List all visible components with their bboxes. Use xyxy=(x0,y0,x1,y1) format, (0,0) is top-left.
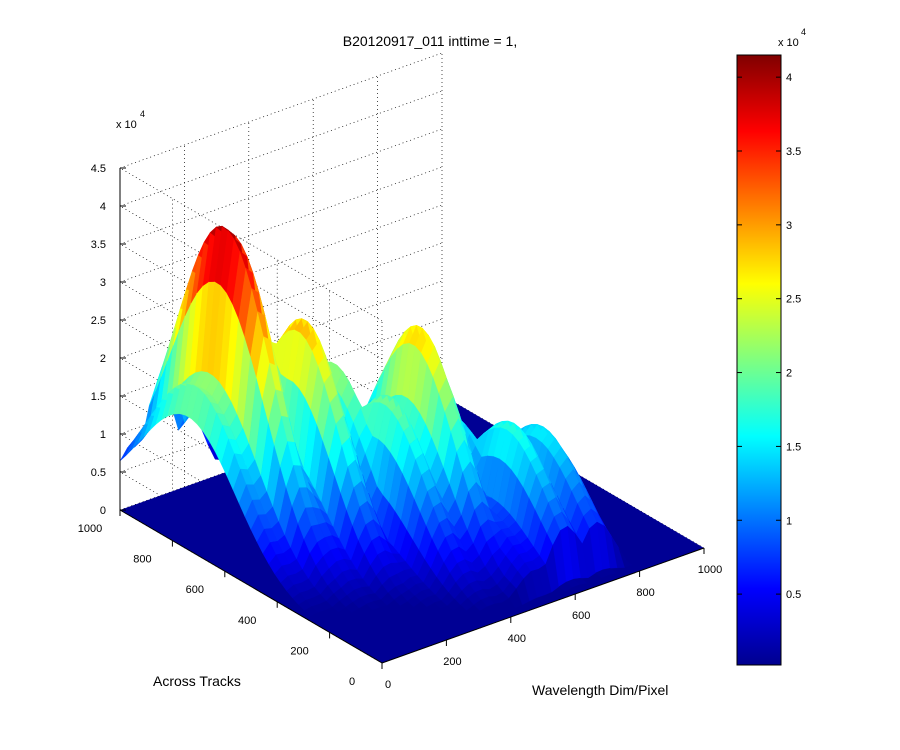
z-tick-label: 1.5 xyxy=(91,391,106,403)
gridline-z xyxy=(119,166,443,283)
x-tick-label: 800 xyxy=(636,587,654,599)
z-tick-label: 2.5 xyxy=(91,315,106,327)
x-tick-label: 400 xyxy=(508,633,526,645)
x-tick-label: 1000 xyxy=(698,564,722,576)
colorbar: 0.5 1 1.5 2 2.5 3 3.5 4 x 10 4 xyxy=(736,27,806,666)
y-tick-label: 800 xyxy=(133,554,151,566)
surface-row xyxy=(508,521,633,609)
x-tick-label: 0 xyxy=(385,679,391,691)
gridline-z xyxy=(119,90,443,207)
z-tick-label: 0.5 xyxy=(91,467,106,479)
colorbar-tick-label: 3 xyxy=(786,220,792,232)
gridline-z xyxy=(119,319,383,474)
gridline-z xyxy=(119,395,383,550)
y-tick-label: 1000 xyxy=(78,523,102,535)
x-tick-label: 600 xyxy=(572,610,590,622)
z-tick-label: 3.5 xyxy=(91,239,106,251)
gridline-z xyxy=(119,243,383,398)
colorbar-tick-label: 1.5 xyxy=(786,441,801,453)
colorbar-tick-label: 0.5 xyxy=(786,589,801,601)
y-axis-label: Across Tracks xyxy=(153,673,241,689)
z-tick-label: 4.5 xyxy=(91,163,106,175)
y-tick-label: 0 xyxy=(349,676,355,688)
colorbar-tick-label: 2.5 xyxy=(786,294,801,306)
z-tick-label: 3 xyxy=(100,277,106,289)
x-axis-line xyxy=(381,547,705,664)
colorbar-tick-label: 2 xyxy=(786,368,792,380)
gridline-z xyxy=(119,167,383,322)
y-axis-line xyxy=(119,509,383,664)
surface-plot xyxy=(119,225,704,663)
gridline-z xyxy=(119,204,443,321)
gridline-z xyxy=(119,318,443,435)
colorbar-multiplier: x 10 xyxy=(778,37,799,49)
z-tick-label: 2 xyxy=(100,353,106,365)
surface-patch xyxy=(602,567,617,576)
y-tick-label: 200 xyxy=(290,645,308,657)
gridline-z xyxy=(119,281,383,436)
gridline-z xyxy=(119,205,383,360)
gridline-z xyxy=(119,128,443,245)
x-axis-label: Wavelength Dim/Pixel xyxy=(532,682,668,698)
surface-patch xyxy=(573,577,588,585)
y-tick-label: 600 xyxy=(186,584,204,596)
surface-row xyxy=(304,418,575,617)
surface-patch xyxy=(618,548,633,568)
gridline-z xyxy=(119,433,383,588)
z-tick-label: 1 xyxy=(100,429,106,441)
colorbar-tick-label: 1 xyxy=(786,515,792,527)
gridline-z xyxy=(119,52,443,169)
y-tick-label: 400 xyxy=(238,615,256,627)
z-multiplier: x 10 xyxy=(116,119,137,131)
colorbar-ticks: 0.5 1 1.5 2 2.5 3 3.5 4 xyxy=(737,72,801,601)
z-tick-label: 4 xyxy=(100,201,106,213)
axes-frame: 0 0 200 200 400 400 600 600 800 800 1000 1000 0 0.5 1 1… xyxy=(78,163,722,691)
surface-row xyxy=(558,567,617,592)
chart-title: B20120917_011 inttime = 1, xyxy=(343,33,518,49)
colorbar-gradient xyxy=(736,54,782,666)
colorbar-tick-label: 3.5 xyxy=(786,146,801,158)
colorbar-exponent: 4 xyxy=(801,27,806,37)
z-tick-label: 0 xyxy=(100,505,106,517)
z-exponent: 4 xyxy=(140,109,145,119)
x-tick-label: 200 xyxy=(443,656,461,668)
colorbar-tick-label: 4 xyxy=(786,72,792,84)
